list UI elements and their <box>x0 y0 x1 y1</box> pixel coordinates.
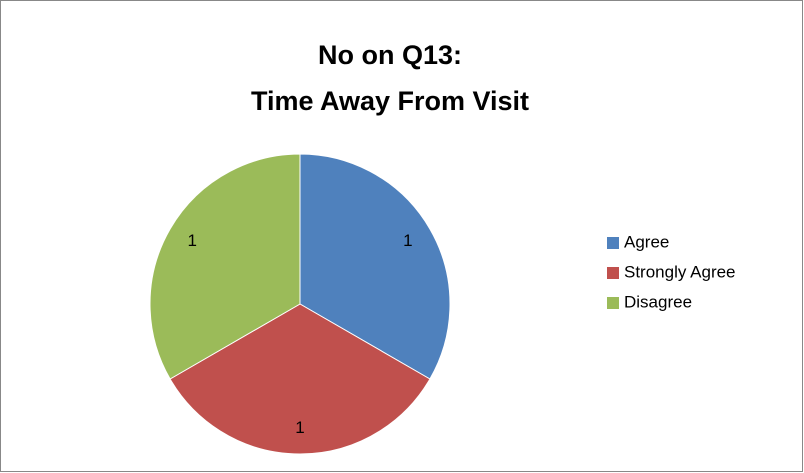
legend-label: Agree <box>624 232 669 251</box>
legend-swatch <box>607 267 619 279</box>
data-label: 1 <box>403 231 412 250</box>
legend-label: Strongly Agree <box>624 262 736 281</box>
data-label: 1 <box>187 231 196 250</box>
chart-title: No on Q13: <box>318 40 462 70</box>
pie-slice <box>149 153 301 380</box>
legend-swatch <box>607 297 619 309</box>
chart-title: Time Away From Visit <box>251 86 529 116</box>
pie-slice <box>299 153 451 380</box>
legend-label: Disagree <box>624 292 692 311</box>
data-label: 1 <box>295 418 304 437</box>
legend-swatch <box>607 237 619 249</box>
pie-slice <box>169 303 431 455</box>
